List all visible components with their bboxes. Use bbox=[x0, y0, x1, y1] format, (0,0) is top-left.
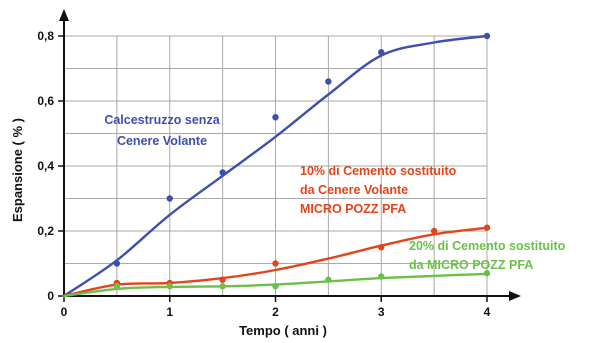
series-line bbox=[62, 226, 489, 298]
annotation-no-fly-ash: Calcestruzzo senza Cenere Volante bbox=[104, 113, 220, 148]
x-axis-arrow bbox=[509, 291, 521, 301]
axes bbox=[58, 9, 521, 302]
data-point bbox=[219, 169, 226, 176]
data-point bbox=[325, 78, 332, 85]
x-tick-label: 2 bbox=[272, 305, 279, 319]
data-point bbox=[166, 283, 173, 290]
annotation-10pct-fly-ash: 10% di Cemento sostituito da Cenere Volan… bbox=[300, 164, 457, 216]
data-point bbox=[483, 270, 491, 277]
series bbox=[62, 32, 491, 298]
annotation-line: da MICRO POZZ PFA bbox=[409, 258, 533, 272]
data-point bbox=[378, 49, 385, 56]
y-tick-label: 0,2 bbox=[37, 224, 54, 238]
x-tick-label: 4 bbox=[484, 305, 491, 319]
series-line bbox=[62, 34, 489, 298]
y-axis-arrow bbox=[59, 9, 69, 21]
grid bbox=[64, 35, 488, 296]
annotation-line: Calcestruzzo senza bbox=[104, 113, 220, 127]
data-point bbox=[166, 195, 173, 202]
y-tick-label: 0,8 bbox=[37, 29, 54, 43]
data-point bbox=[272, 114, 279, 121]
x-tick-label: 0 bbox=[61, 305, 68, 319]
x-tick-label: 1 bbox=[166, 305, 173, 319]
annotation-line: MICRO POZZ PFA bbox=[300, 202, 406, 216]
data-point bbox=[219, 283, 226, 290]
data-point bbox=[325, 276, 332, 283]
data-point bbox=[483, 32, 491, 40]
x-tick-label: 3 bbox=[378, 305, 385, 319]
data-point bbox=[378, 244, 385, 251]
data-point bbox=[113, 283, 121, 290]
annotation-line: da Cenere Volante bbox=[300, 183, 408, 197]
annotation-line: Cenere Volante bbox=[117, 134, 207, 148]
annotation-20pct-micro-pozz: 20% di Cemento sostituito da MICRO POZZ P… bbox=[409, 239, 566, 272]
data-point bbox=[272, 283, 279, 290]
data-point bbox=[113, 260, 121, 267]
y-axis-title: Espansione ( % ) bbox=[10, 118, 25, 222]
data-point bbox=[378, 273, 385, 280]
annotation-line: 20% di Cemento sostituito bbox=[409, 239, 566, 253]
y-tick-label: 0,6 bbox=[37, 94, 54, 108]
series-20pct-micro-pozz bbox=[62, 270, 491, 298]
data-point bbox=[483, 224, 491, 231]
annotation-line: 10% di Cemento sostituito bbox=[300, 164, 457, 178]
tick-labels: 0 1 2 3 4 0 0,2 0,4 0,6 0,8 bbox=[37, 29, 490, 319]
y-tick-label: 0,4 bbox=[37, 159, 54, 173]
series-no-fly-ash bbox=[62, 32, 491, 298]
x-axis-title: Tempo ( anni ) bbox=[239, 323, 327, 338]
data-point bbox=[430, 227, 438, 235]
series-10pct-fly-ash bbox=[62, 224, 491, 298]
data-point bbox=[219, 276, 226, 283]
y-tick-label: 0 bbox=[47, 289, 54, 303]
data-point bbox=[272, 260, 279, 267]
annotations: Calcestruzzo senza Cenere Volante 10% di C… bbox=[104, 113, 565, 272]
